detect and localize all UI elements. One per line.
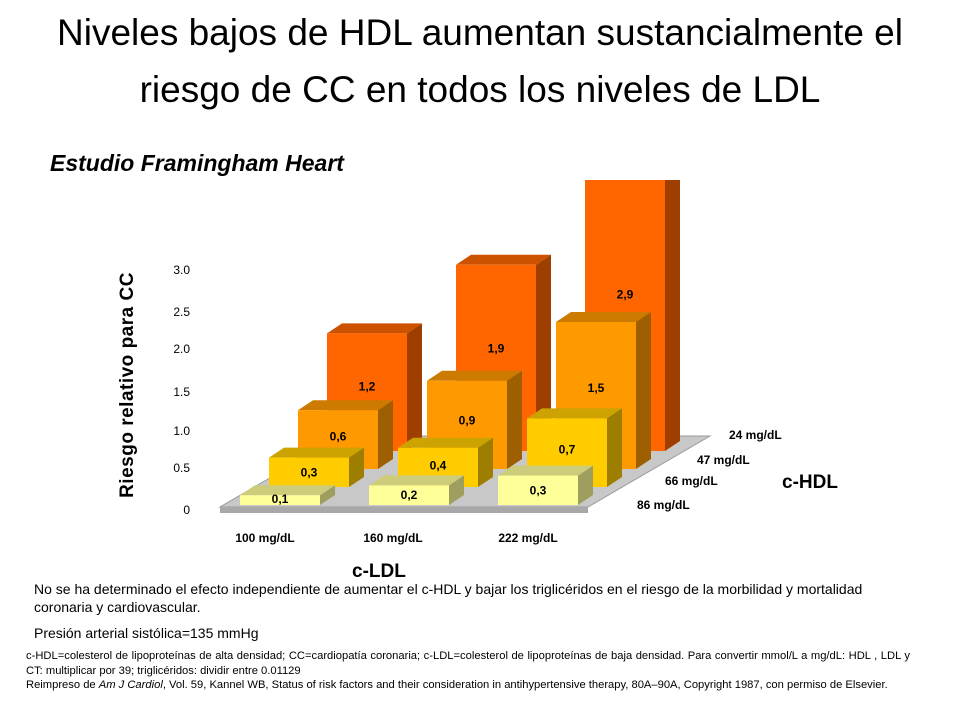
- y-tick-label: 3.0: [173, 263, 190, 277]
- title-line-1: Niveles bajos de HDL aumentan sustancial…: [57, 12, 903, 53]
- hdl-row-label: 24 mg/dL: [729, 428, 782, 442]
- bar-value-label: 0,3: [530, 483, 547, 497]
- x-category-label: 222 mg/dL: [498, 531, 557, 545]
- bar-side: [578, 465, 593, 505]
- y-tick-label: 1.0: [173, 424, 190, 438]
- bar-86mgdL-100mgdL: 0,1: [240, 485, 335, 506]
- bar-top: [398, 437, 493, 448]
- bar-side: [407, 323, 422, 451]
- x-category-label: 160 mg/dL: [363, 531, 422, 545]
- hdl-row-label: 66 mg/dL: [665, 474, 718, 488]
- bar-side: [665, 180, 680, 451]
- reprint-prefix: Reimpreso de: [26, 679, 99, 691]
- bar-side: [536, 254, 551, 451]
- footnote-reprint: Reimpreso de Am J Cardiol, Vol. 59, Kann…: [26, 678, 910, 693]
- journal-name: Am J Cardiol: [98, 679, 163, 691]
- title-line-2: riesgo de CC en todos los niveles de LDL: [139, 69, 821, 110]
- bar-side: [378, 400, 393, 469]
- bar-value-label: 0,4: [430, 458, 447, 472]
- y-axis-label: Riesgo relativo para CC: [117, 272, 138, 498]
- bar-top: [240, 485, 335, 496]
- bar-value-label: 0,3: [301, 465, 318, 479]
- x-axis-label: c-LDL: [352, 561, 406, 580]
- y-tick-label: 0.5: [173, 461, 190, 475]
- bar-value-label: 1,5: [588, 381, 605, 395]
- bar-front: [269, 457, 349, 487]
- bar-side: [478, 437, 493, 487]
- reprint-suffix: , Vol. 59, Kannel WB, Status of risk fac…: [162, 679, 888, 691]
- bar-side: [607, 408, 622, 487]
- bar-top: [298, 400, 393, 411]
- bar-66mgdL-100mgdL: 0,3: [269, 447, 364, 487]
- blood-pressure-text: Presión arterial sistólica=135 mmHg: [34, 625, 259, 641]
- bar-86mgdL-160mgdL: 0,2: [369, 475, 464, 505]
- footnote-definitions: c-HDL=colesterol de lipoproteínas de alt…: [26, 650, 910, 677]
- bar-top: [427, 370, 522, 381]
- bar-front: [369, 485, 449, 505]
- bar-side: [320, 485, 335, 505]
- bar-side: [449, 475, 464, 505]
- bar-top: [556, 312, 651, 322]
- bar-value-label: 0,7: [559, 442, 576, 456]
- page-title: Niveles bajos de HDL aumentan sustancial…: [0, 4, 960, 118]
- x-category-label: 100 mg/dL: [235, 531, 294, 545]
- hdl-row-label: 47 mg/dL: [697, 453, 750, 467]
- bar-top: [269, 447, 364, 458]
- chart-subtitle: Estudio Framingham Heart: [50, 150, 344, 176]
- bar-front: [498, 475, 578, 505]
- y-tick-label: 2.0: [173, 342, 190, 356]
- bar-value-label: 0,1: [272, 492, 289, 506]
- bar-66mgdL-160mgdL: 0,4: [398, 437, 493, 487]
- y-tick-label: 0: [183, 503, 190, 517]
- bar-value-label: 2,9: [617, 288, 634, 302]
- bar-value-label: 0,9: [459, 413, 476, 427]
- y-tick-label: 2.5: [173, 305, 190, 319]
- chart-floor-edge: [220, 507, 588, 513]
- hdl-row-label: 86 mg/dL: [637, 498, 690, 512]
- bar-86mgdL-222mgdL: 0,3: [498, 465, 593, 505]
- bar-top: [498, 465, 593, 476]
- bar-top: [369, 475, 464, 486]
- bar-side: [349, 447, 364, 487]
- bar-top: [327, 323, 422, 334]
- y-tick-label: 1.5: [173, 385, 190, 399]
- bar-side: [507, 370, 522, 469]
- bar-top: [456, 254, 551, 265]
- footnote: c-HDL=colesterol de lipoproteínas de alt…: [26, 649, 910, 693]
- bar-value-label: 0,2: [401, 488, 418, 502]
- bar-value-label: 1,9: [488, 342, 505, 356]
- depth-axis-label: c-HDL: [782, 472, 838, 493]
- note-text: No se ha determinado el efecto independi…: [34, 581, 863, 615]
- bar-side: [636, 312, 651, 469]
- bar-value-label: 0,6: [330, 430, 347, 444]
- relative-risk-3d-bar-chart: 1,2 1,9 2,9 0,6 0,9 1,5 0,3 0,4 0,7 0,1 0,2 0,3 0 0.5…: [117, 180, 838, 580]
- bar-top: [527, 408, 622, 419]
- bar-front: [240, 495, 320, 505]
- bar-value-label: 1,2: [359, 379, 376, 393]
